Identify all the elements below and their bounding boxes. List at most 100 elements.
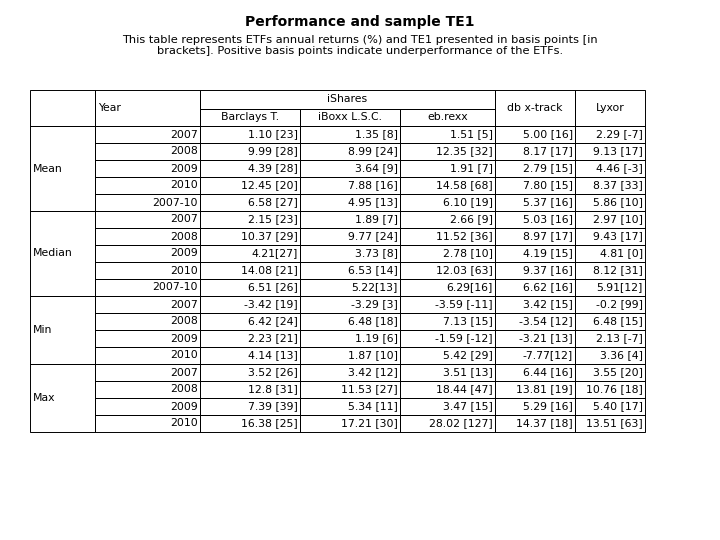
Text: 2.13 [-7]: 2.13 [-7]: [596, 334, 643, 343]
Text: 2008: 2008: [170, 232, 198, 241]
Text: 1.87 [10]: 1.87 [10]: [348, 350, 398, 361]
Text: 3.64 [9]: 3.64 [9]: [355, 164, 398, 173]
Bar: [95, 228, 200, 245]
Text: 8.37 [33]: 8.37 [33]: [593, 180, 643, 191]
Text: 8.99 [24]: 8.99 [24]: [348, 146, 398, 157]
Bar: [495, 398, 575, 415]
Bar: [200, 160, 300, 177]
Text: -3.21 [13]: -3.21 [13]: [519, 334, 573, 343]
Bar: [30, 211, 95, 296]
Text: eb.rexx: eb.rexx: [427, 112, 468, 123]
Bar: [300, 398, 400, 415]
Text: 5.37 [16]: 5.37 [16]: [523, 198, 573, 207]
Bar: [400, 160, 495, 177]
Bar: [95, 398, 200, 415]
Text: 5.29 [16]: 5.29 [16]: [523, 402, 573, 411]
Text: 9.37 [16]: 9.37 [16]: [523, 266, 573, 275]
Bar: [200, 245, 300, 262]
Bar: [400, 245, 495, 262]
Bar: [300, 126, 400, 143]
Bar: [95, 381, 200, 398]
Bar: [200, 262, 300, 279]
Text: 5.22[13]: 5.22[13]: [351, 282, 398, 293]
Bar: [200, 364, 300, 381]
Text: 2007-10: 2007-10: [153, 198, 198, 207]
Text: 28.02 [127]: 28.02 [127]: [429, 418, 493, 429]
Text: 12.03 [63]: 12.03 [63]: [436, 266, 493, 275]
Bar: [200, 109, 300, 126]
Bar: [30, 296, 95, 364]
Text: 2007: 2007: [170, 214, 198, 225]
Text: 4.95 [13]: 4.95 [13]: [348, 198, 398, 207]
Bar: [95, 364, 200, 381]
Text: Max: Max: [33, 393, 55, 403]
Bar: [95, 177, 200, 194]
Bar: [495, 194, 575, 211]
Bar: [95, 245, 200, 262]
Bar: [95, 415, 200, 432]
Text: -1.59 [-12]: -1.59 [-12]: [436, 334, 493, 343]
Text: 2007-10: 2007-10: [153, 282, 198, 293]
Bar: [95, 211, 200, 228]
Text: Performance and sample TE1: Performance and sample TE1: [246, 15, 474, 29]
Bar: [400, 313, 495, 330]
Text: 17.21 [30]: 17.21 [30]: [341, 418, 398, 429]
Bar: [30, 126, 95, 211]
Text: 2.23 [21]: 2.23 [21]: [248, 334, 298, 343]
Text: 2010: 2010: [170, 266, 198, 275]
Text: 9.43 [17]: 9.43 [17]: [593, 232, 643, 241]
Text: 8.12 [31]: 8.12 [31]: [593, 266, 643, 275]
Text: 9.13 [17]: 9.13 [17]: [593, 146, 643, 157]
Bar: [575, 194, 645, 211]
Text: 2010: 2010: [170, 180, 198, 191]
Bar: [300, 228, 400, 245]
Bar: [495, 381, 575, 398]
Bar: [200, 211, 300, 228]
Bar: [300, 347, 400, 364]
Bar: [495, 90, 575, 126]
Text: 12.35 [32]: 12.35 [32]: [436, 146, 493, 157]
Bar: [200, 347, 300, 364]
Text: 2009: 2009: [170, 248, 198, 259]
Bar: [400, 194, 495, 211]
Bar: [495, 262, 575, 279]
Text: 5.03 [16]: 5.03 [16]: [523, 214, 573, 225]
Bar: [495, 279, 575, 296]
Bar: [300, 296, 400, 313]
Bar: [495, 245, 575, 262]
Bar: [575, 143, 645, 160]
Bar: [200, 194, 300, 211]
Text: Mean: Mean: [33, 164, 63, 173]
Text: 2010: 2010: [170, 350, 198, 361]
Bar: [495, 347, 575, 364]
Bar: [495, 313, 575, 330]
Bar: [575, 177, 645, 194]
Bar: [300, 330, 400, 347]
Bar: [575, 126, 645, 143]
Bar: [300, 177, 400, 194]
Bar: [95, 126, 200, 143]
Bar: [400, 211, 495, 228]
Bar: [95, 262, 200, 279]
Text: 2.79 [15]: 2.79 [15]: [523, 164, 573, 173]
Text: -7.77[12]: -7.77[12]: [523, 350, 573, 361]
Bar: [95, 279, 200, 296]
Bar: [200, 330, 300, 347]
Bar: [30, 90, 95, 126]
Text: 4.19 [15]: 4.19 [15]: [523, 248, 573, 259]
Text: 2008: 2008: [170, 146, 198, 157]
Text: 14.08 [21]: 14.08 [21]: [241, 266, 298, 275]
Bar: [575, 245, 645, 262]
Text: 6.51 [26]: 6.51 [26]: [248, 282, 298, 293]
Text: 2007: 2007: [170, 300, 198, 309]
Text: 1.51 [5]: 1.51 [5]: [450, 130, 493, 139]
Text: Barclays T.: Barclays T.: [221, 112, 279, 123]
Bar: [575, 262, 645, 279]
Text: This table represents ETFs annual returns (%) and TE1 presented in basis points : This table represents ETFs annual return…: [122, 35, 598, 45]
Bar: [200, 143, 300, 160]
Bar: [300, 415, 400, 432]
Bar: [95, 296, 200, 313]
Bar: [575, 415, 645, 432]
Bar: [400, 177, 495, 194]
Text: 4.39 [28]: 4.39 [28]: [248, 164, 298, 173]
